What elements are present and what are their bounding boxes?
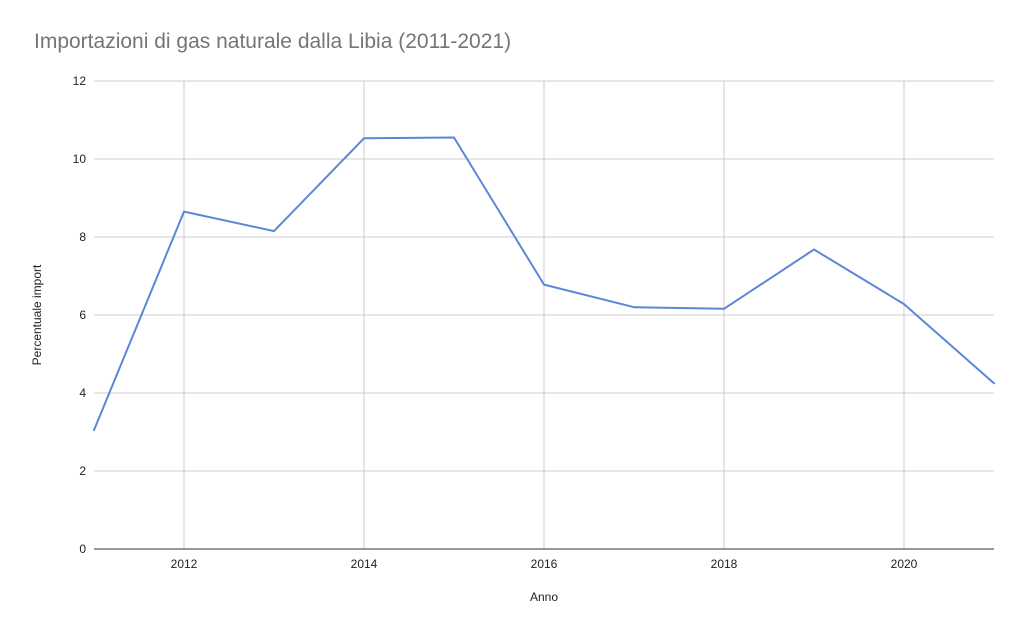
y-tick-label-4: 4 [79, 386, 86, 400]
y-tick-label-2: 2 [79, 464, 86, 478]
x-tick-label-2012: 2012 [171, 557, 198, 571]
y-tick-label-0: 0 [79, 542, 86, 556]
tick-labels: 0 2 4 6 8 10 12 2012 2014 2016 2018 2020 [73, 74, 918, 571]
y-tick-label-6: 6 [79, 308, 86, 322]
x-tick-label-2014: 2014 [351, 557, 378, 571]
series-layer [93, 136, 995, 432]
x-tick-label-2016: 2016 [531, 557, 558, 571]
x-axis-title: Anno [530, 590, 558, 604]
y-tick-label-12: 12 [73, 74, 87, 88]
x-tick-label-2018: 2018 [711, 557, 738, 571]
y-tick-label-10: 10 [73, 152, 87, 166]
y-tick-label-8: 8 [79, 230, 86, 244]
grid-lines [94, 80, 994, 549]
chart-title: Importazioni di gas naturale dalla Libia… [34, 30, 512, 53]
series-line-0 [93, 136, 995, 432]
x-tick-label-2020: 2020 [891, 557, 918, 571]
y-axis-title: Percentuale import [30, 264, 44, 365]
